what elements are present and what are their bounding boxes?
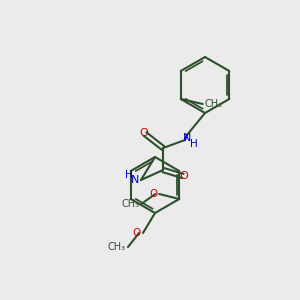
Text: H: H xyxy=(190,139,198,149)
Text: O: O xyxy=(140,128,148,138)
Text: N: N xyxy=(183,133,191,143)
Text: O: O xyxy=(149,189,157,199)
Text: N: N xyxy=(130,175,139,185)
Text: O: O xyxy=(180,171,188,181)
Text: CH₃: CH₃ xyxy=(121,199,139,209)
Text: CH₃: CH₃ xyxy=(108,242,126,252)
Text: O: O xyxy=(133,228,141,238)
Text: H: H xyxy=(125,170,133,180)
Text: CH₃: CH₃ xyxy=(205,99,223,109)
